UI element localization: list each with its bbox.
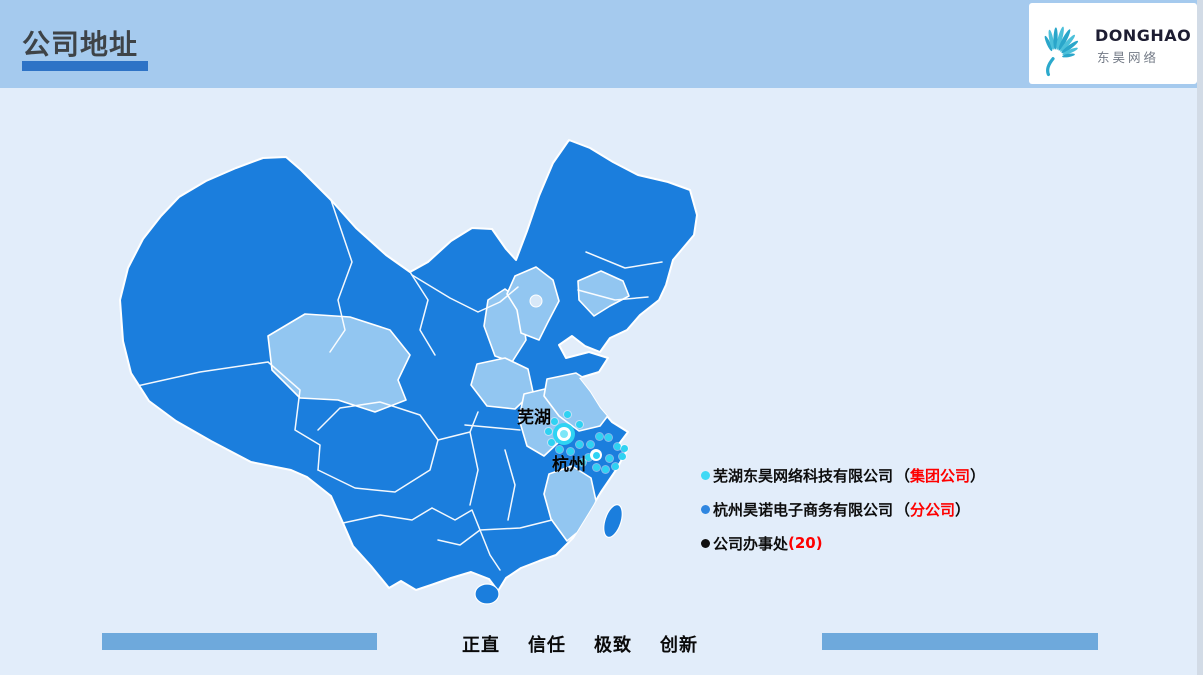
- legend-company-name: 公司办事处: [713, 534, 789, 553]
- legend-office-count: (20): [788, 534, 823, 552]
- legend-paren-close: ）: [955, 500, 971, 519]
- legend-company-tag: 分公司: [910, 500, 956, 519]
- legend-company-tag: 集团公司: [910, 466, 971, 485]
- feather-fan-icon: [1044, 26, 1079, 76]
- motto-word: 信任: [528, 635, 566, 656]
- office-dot: [586, 440, 594, 448]
- office-dot: [547, 438, 555, 446]
- office-dot: [595, 432, 603, 440]
- office-dot: [613, 442, 621, 450]
- logo-text: DONGHAO 东昊网络: [1095, 22, 1191, 66]
- logo-name: DONGHAO: [1095, 25, 1192, 45]
- office-dot: [555, 445, 563, 453]
- legend-item-group-company: 芜湖东昊网络科技有限公司 （ 集团公司 ）: [701, 464, 985, 486]
- office-dot: [563, 410, 571, 418]
- province-liaoning: [577, 270, 630, 317]
- map-label-hangzhou: 杭州: [552, 455, 586, 475]
- legend-bullet-cyan: [701, 470, 710, 480]
- motto-word: 正直: [462, 635, 500, 656]
- legend-item-branch-company: 杭州昊诺电子商务有限公司 （ 分公司 ）: [701, 498, 985, 520]
- marker-wuhu-core: [560, 430, 568, 438]
- office-dot: [578, 458, 586, 466]
- legend-company-name: 杭州昊诺电子商务有限公司: [713, 500, 894, 519]
- marker-hangzhou-core: [592, 451, 600, 459]
- beijing-region: [529, 294, 543, 308]
- legend-item-offices: 公司办事处 (20): [701, 532, 985, 554]
- office-dot: [605, 454, 613, 462]
- office-dot: [544, 427, 552, 435]
- office-dot: [584, 453, 592, 461]
- office-dot: [611, 462, 619, 470]
- office-dot: [566, 447, 574, 455]
- hainan-island: [474, 583, 500, 605]
- legend-paren-close: ）: [970, 466, 986, 485]
- marker-wuhu-hq: [553, 423, 575, 445]
- office-dot: [604, 433, 612, 441]
- slide-right-edge: [1197, 0, 1203, 675]
- office-dot: [620, 444, 628, 452]
- legend-company-name: 芜湖东昊网络科技有限公司: [713, 466, 894, 485]
- office-dot: [575, 440, 583, 448]
- office-dot: [618, 452, 626, 460]
- footer-bar-left: [102, 633, 377, 650]
- logo-subtitle: 东昊网络: [1097, 49, 1160, 65]
- motto-word: 极致: [594, 635, 632, 656]
- province-borders: [127, 199, 663, 571]
- legend: 芜湖东昊网络科技有限公司 （ 集团公司 ） 杭州昊诺电子商务有限公司 （ 分公司…: [701, 464, 985, 566]
- motto: 正直 信任 极致 创新: [380, 633, 780, 656]
- title-underline: [22, 61, 148, 71]
- footer-bar-right: [822, 633, 1098, 650]
- logo-card: DONGHAO 东昊网络: [1029, 3, 1197, 84]
- legend-bullet-black: [701, 538, 710, 548]
- marker-hangzhou-branch: [590, 449, 602, 461]
- legend-paren-open: （: [895, 500, 911, 519]
- taiwan-island: [603, 504, 623, 538]
- office-dot: [575, 420, 583, 428]
- office-dot: [601, 465, 609, 473]
- motto-word: 创新: [660, 635, 698, 656]
- page-title: 公司地址: [22, 28, 139, 61]
- legend-bullet-blue: [701, 504, 710, 514]
- office-dot: [592, 463, 600, 471]
- legend-paren-open: （: [895, 466, 911, 485]
- office-dot: [550, 417, 558, 425]
- header-band: 公司地址 DONGHAO 东昊网络: [0, 0, 1203, 88]
- map-label-wuhu: 芜湖: [517, 408, 551, 428]
- marker-wuhu-ring: [557, 427, 571, 441]
